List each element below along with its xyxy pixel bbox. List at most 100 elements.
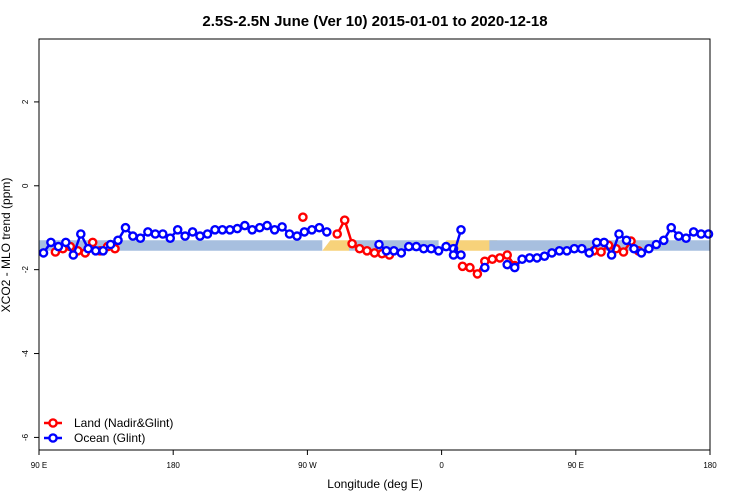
data-point (172, 224, 183, 235)
data-point (254, 222, 265, 233)
data-point (68, 250, 79, 260)
data-point (636, 248, 647, 258)
data-point (120, 222, 131, 233)
data-point (456, 224, 466, 235)
data-point (389, 245, 399, 256)
series-group (38, 220, 714, 273)
data-point (210, 224, 220, 235)
data-point (472, 269, 483, 279)
data-point (247, 224, 257, 235)
data-point (465, 262, 475, 273)
data-point (596, 247, 606, 257)
data-point (688, 227, 699, 237)
data-point (659, 235, 669, 246)
data-point (703, 229, 714, 239)
data-point (180, 231, 190, 241)
y-tick-label: 2 (21, 99, 30, 104)
data-point (524, 253, 535, 263)
data-point (456, 250, 466, 260)
data-point (299, 227, 310, 237)
x-tick-label: 180 (167, 461, 181, 470)
data-point (696, 229, 706, 239)
data-point (46, 237, 56, 248)
legend: Land (Nadir&Glint)Ocean (Glint) (44, 416, 173, 445)
data-point (502, 250, 513, 260)
data-point (651, 239, 662, 250)
data-point (666, 222, 677, 233)
data-point (374, 239, 384, 250)
y-axis: -6 -4 -2 0 2 (21, 99, 39, 441)
data-point (202, 229, 213, 239)
data-point (90, 245, 101, 256)
series-layer (38, 212, 714, 279)
data-point (509, 262, 520, 273)
data-point (284, 229, 295, 239)
data-point (547, 248, 557, 258)
data-point (262, 220, 272, 231)
chart-title: 2.5S-2.5N June (Ver 10) 2015-01-01 to 20… (202, 13, 547, 30)
data-point (53, 241, 64, 252)
data-point (562, 245, 572, 256)
x-axis-label: Longitude (deg E) (327, 477, 422, 491)
data-point (591, 237, 602, 248)
data-point (165, 233, 175, 243)
data-point (369, 248, 380, 258)
data-point (225, 224, 235, 235)
y-tick-label: -6 (21, 433, 30, 441)
data-point (332, 229, 343, 239)
x-tick-label: 180 (703, 461, 717, 470)
data-point (347, 238, 357, 249)
data-point (618, 247, 629, 257)
data-point (532, 253, 542, 263)
data-point (269, 224, 280, 235)
data-point (298, 212, 308, 222)
data-point (38, 248, 49, 258)
data-point (411, 241, 422, 252)
data-point (517, 254, 527, 265)
x-axis: 90 E 180 90 W 0 90 E 180 (31, 450, 717, 470)
data-point (128, 231, 138, 241)
data-point (569, 243, 580, 254)
data-point (157, 229, 168, 239)
data-point (487, 254, 498, 265)
data-point (232, 223, 243, 234)
y-tick-label: 0 (21, 183, 30, 188)
legend-entry: Ocean (Glint) (44, 431, 145, 445)
data-point (599, 237, 609, 248)
data-point (217, 224, 228, 235)
plot-frame (38, 38, 711, 451)
data-point (673, 231, 684, 241)
data-point (314, 222, 325, 233)
data-point (277, 222, 287, 232)
x-tick-label: 0 (439, 461, 444, 470)
y-axis-label: XCO2 - MLO trend (ppm) (0, 178, 13, 313)
data-point (584, 248, 595, 258)
x-tick-label: 90 E (568, 461, 584, 470)
legend-label: Land (Nadir&Glint) (74, 416, 173, 430)
data-point (98, 245, 108, 256)
data-point (629, 243, 639, 254)
x-tick-label: 90 E (31, 461, 47, 470)
legend-label: Ocean (Glint) (74, 431, 145, 445)
data-point (87, 237, 98, 248)
data-point (457, 261, 468, 272)
x-tick-label: 90 W (298, 461, 317, 470)
data-point (76, 229, 86, 239)
data-point (105, 239, 116, 250)
data-point (195, 231, 205, 241)
data-point (479, 262, 490, 273)
data-point (614, 229, 624, 239)
data-point (113, 235, 123, 246)
data-point (621, 235, 632, 246)
legend-entry: Land (Nadir&Glint) (44, 416, 173, 430)
data-point (403, 241, 414, 252)
data-point (321, 227, 332, 237)
data-point (362, 245, 372, 256)
data-point (606, 250, 617, 260)
data-point (339, 215, 350, 225)
data-point (354, 243, 365, 254)
data-point (143, 227, 153, 237)
data-point (150, 229, 161, 239)
data-point (381, 245, 392, 256)
